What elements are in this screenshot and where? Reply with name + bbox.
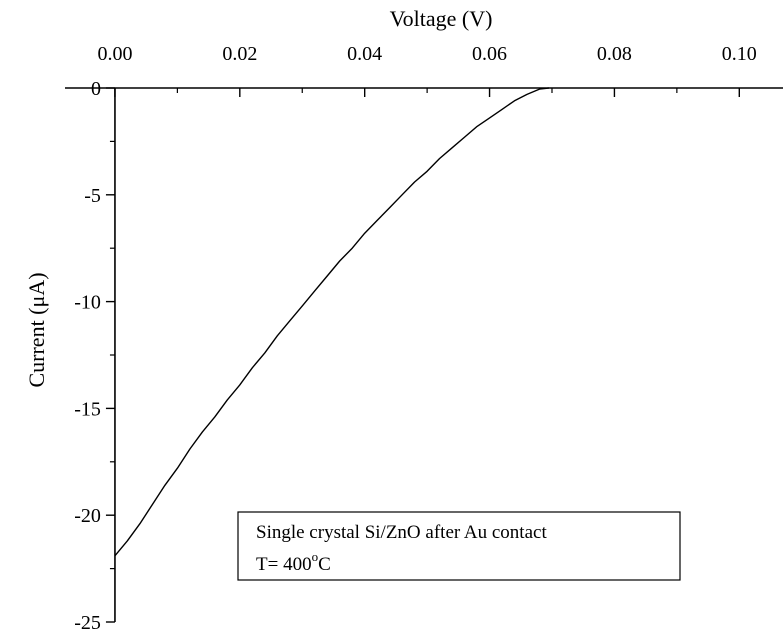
x-axis-title: Voltage (V) bbox=[390, 6, 493, 31]
legend-line-1: Single crystal Si/ZnO after Au contact bbox=[256, 522, 547, 543]
legend-line-2: T= 400oC bbox=[256, 549, 331, 575]
x-tick-label: 0.02 bbox=[222, 43, 257, 65]
x-tick-label: 0.06 bbox=[472, 43, 507, 65]
series-line bbox=[114, 87, 549, 557]
series-group bbox=[114, 87, 549, 557]
x-tick-label: 0.10 bbox=[722, 43, 757, 65]
legend-frame bbox=[237, 511, 681, 581]
legend-box: Single crystal Si/ZnO after Au contact T… bbox=[237, 511, 681, 581]
x-tick-label: 0.08 bbox=[597, 43, 632, 65]
y-axis-title: Current (μA) bbox=[24, 272, 49, 387]
y-tick-label: 0 bbox=[91, 78, 101, 100]
y-tick-label: -20 bbox=[74, 505, 101, 527]
x-tick-label: 0.04 bbox=[347, 43, 382, 65]
ticks: 0.00 0.02 0.04 0.06 0.08 0.10 0 -5 -10 -15 -20 -25 bbox=[74, 43, 757, 634]
y-tick-label: -25 bbox=[74, 612, 101, 634]
y-tick-label: -15 bbox=[74, 398, 101, 420]
y-tick-label: -10 bbox=[74, 292, 101, 314]
x-tick-label: 0.00 bbox=[97, 43, 132, 65]
y-tick-label: -5 bbox=[84, 185, 101, 207]
